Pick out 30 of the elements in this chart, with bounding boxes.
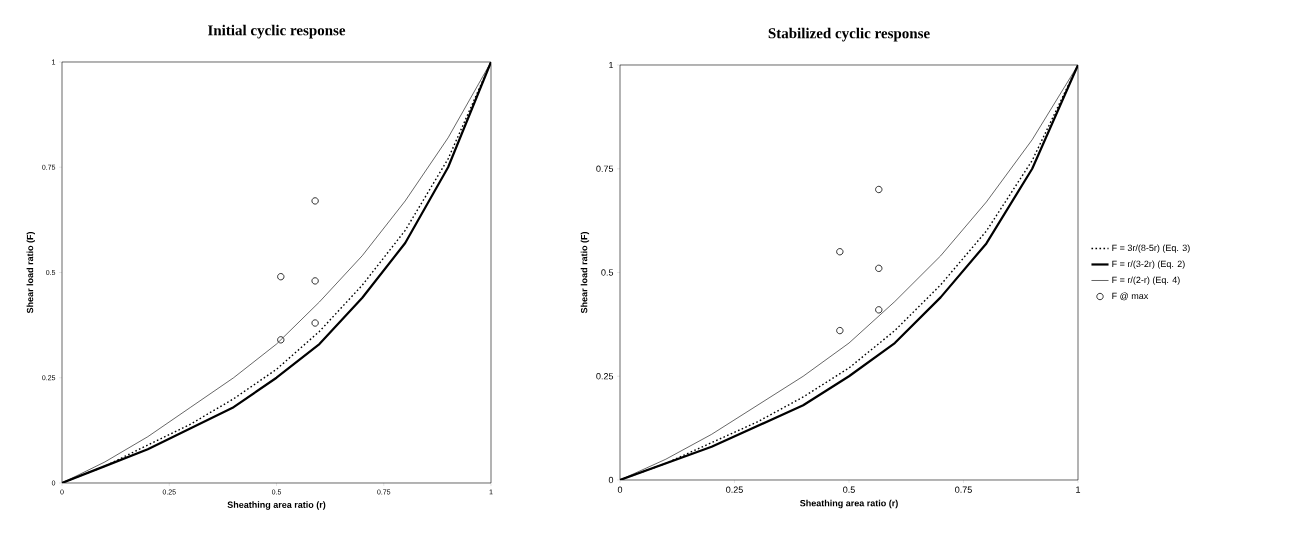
chart-title: Stabilized cyclic response <box>768 27 930 42</box>
x-tick-label: 0.5 <box>843 486 855 493</box>
legend-label: F @ max <box>1112 292 1149 301</box>
point <box>875 264 883 272</box>
point <box>836 248 844 256</box>
x-axis-title: Sheathing area ratio (r) <box>227 501 326 510</box>
point <box>277 273 285 281</box>
x-tick-label: 1 <box>1076 486 1081 493</box>
chart-title: Initial cyclic response <box>207 24 346 39</box>
x-tick-label: 0.25 <box>726 486 743 493</box>
point <box>311 277 319 285</box>
point <box>875 306 883 314</box>
point <box>311 197 319 205</box>
y-tick-label: 0.25 <box>596 373 614 380</box>
y-tick-label: 0.5 <box>601 269 614 276</box>
point <box>836 326 844 335</box>
point <box>875 185 883 194</box>
x-tick-label: 0 <box>617 486 623 493</box>
y-tick-label: 0 <box>608 476 614 484</box>
legend-label: F = r/(3-2r) (Eq. 2) <box>1112 260 1185 269</box>
y-axis-title: Shear load ratio (F) <box>580 231 590 314</box>
x-axis-title: Sheathing area ratio (r) <box>800 499 898 509</box>
y-tick-label: 1 <box>609 61 614 69</box>
point <box>311 319 319 327</box>
legend-label: F = r/(2-r) (Eq. 4) <box>1112 276 1180 285</box>
y-tick-label: 0.75 <box>596 165 614 172</box>
y-axis-title: Shear load ratio (F) <box>26 231 35 314</box>
legend-label: F = 3r/(8-5r) (Eq. 3) <box>1112 244 1190 253</box>
x-tick-label: 0.75 <box>955 486 972 493</box>
point <box>277 336 285 344</box>
